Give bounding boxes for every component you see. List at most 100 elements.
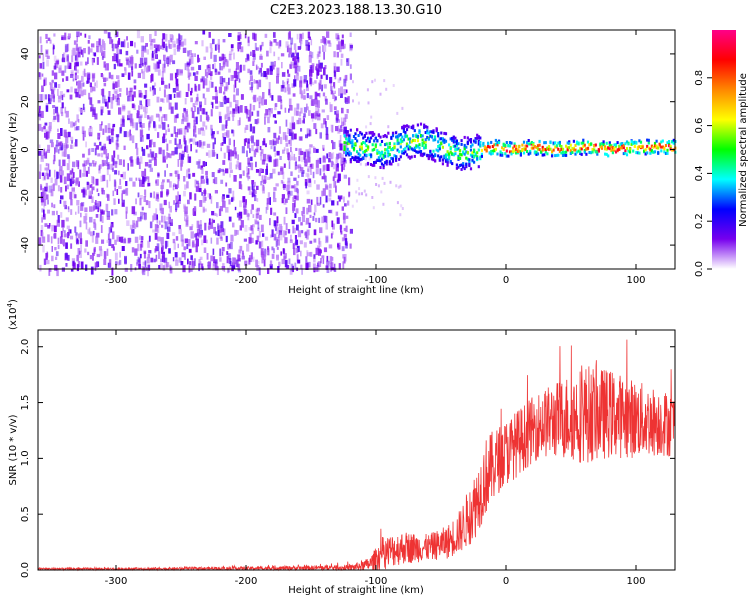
- heatmap-signal-cell: [446, 158, 449, 162]
- heatmap-noise-cell: [148, 164, 152, 168]
- heatmap-signal-cell: [569, 149, 572, 153]
- heatmap-noise-cell: [60, 107, 63, 114]
- heatmap-noise-cell: [259, 53, 263, 59]
- heatmap-noise-cell: [287, 44, 290, 53]
- heatmap-signal-cell: [557, 147, 560, 151]
- heatmap-noise-cell: [326, 260, 329, 266]
- heatmap-noise-cell: [294, 262, 297, 269]
- heatmap-noise-cell: [183, 135, 186, 142]
- heatmap-signal-cell: [423, 125, 426, 129]
- heatmap-noise-cell: [289, 239, 293, 243]
- heatmap-signal-cell: [649, 147, 652, 151]
- heatmap-noise-cell: [107, 153, 109, 160]
- heatmap-noise-cell: [234, 229, 237, 236]
- heatmap-noise-cell: [160, 116, 163, 125]
- heatmap-noise-cell: [47, 199, 49, 205]
- heatmap-noise-cell: [294, 199, 296, 208]
- heatmap-signal-cell: [577, 142, 580, 146]
- heatmap-noise-cell: [340, 58, 343, 66]
- heatmap-noise-cell: [202, 206, 205, 213]
- heatmap-noise-cell: [275, 236, 279, 242]
- heatmap-noise-cell: [286, 81, 289, 85]
- heatmap-noise-cell: [181, 154, 184, 160]
- heatmap-noise-cell: [101, 55, 104, 60]
- heatmap-noise-cell: [41, 201, 44, 206]
- heatmap-noise-cell: [168, 213, 171, 220]
- heatmap-noise-cell: [280, 251, 283, 256]
- heatmap-noise-cell: [184, 252, 186, 260]
- heatmap-noise-cell: [280, 104, 283, 110]
- heatmap-signal-cell: [440, 155, 443, 159]
- heatmap-signal-cell: [370, 155, 373, 159]
- heatmap-noise-cell: [229, 261, 232, 267]
- heatmap-signal-cell: [415, 150, 418, 154]
- heatmap-noise-cell: [104, 98, 108, 104]
- heatmap-noise-cell: [248, 257, 251, 265]
- heatmap-noise-cell: [284, 87, 287, 93]
- heatmap-noise-cell: [76, 50, 79, 55]
- heatmap-signal-cell: [435, 128, 438, 132]
- heatmap-signal-cell: [444, 159, 448, 163]
- heatmap-signal-cell: [538, 148, 541, 152]
- heatmap-noise-cell: [82, 153, 85, 158]
- heatmap-noise-cell: [46, 252, 49, 258]
- heatmap-noise-cell: [349, 73, 352, 80]
- heatmap-noise-cell: [289, 63, 292, 68]
- heatmap-noise-cell: [186, 169, 189, 178]
- heatmap-noise-cell: [221, 247, 225, 252]
- heatmap-noise-cell: [72, 78, 75, 82]
- heatmap-noise-cell: [137, 217, 141, 222]
- heatmap-noise-cell: [261, 240, 264, 247]
- heatmap-signal-cell: [418, 143, 421, 147]
- heatmap-noise-cell: [345, 74, 348, 81]
- heatmap-noise-cell: [303, 242, 307, 248]
- heatmap-signal-cell: [605, 147, 608, 151]
- heatmap-noise-cell: [173, 126, 176, 134]
- heatmap-noise-cell: [157, 132, 160, 138]
- heatmap-noise-cell: [255, 64, 258, 71]
- heatmap-noise-cell: [250, 252, 253, 260]
- heatmap-noise-cell: [153, 88, 156, 95]
- heatmap-noise-cell: [77, 51, 81, 58]
- heatmap-noise-cell: [39, 36, 42, 44]
- heatmap-signal-cell: [448, 143, 451, 147]
- heatmap-noise-cell: [254, 119, 257, 124]
- heatmap-signal-cell: [480, 152, 483, 156]
- heatmap-noise-cell: [206, 115, 210, 122]
- heatmap-noise-cell: [308, 178, 312, 183]
- heatmap-signal-cell: [466, 151, 469, 154]
- heatmap-noise-cell: [303, 75, 308, 82]
- heatmap-noise-cell: [294, 186, 298, 193]
- heatmap-noise-cell: [57, 142, 62, 147]
- heatmap-signal-cell: [600, 146, 604, 150]
- heatmap-noise-cell: [101, 121, 103, 126]
- heatmap-noise-cell: [321, 109, 325, 113]
- heatmap-signal-cell: [465, 162, 468, 166]
- heatmap-noise-cell: [85, 61, 88, 66]
- heatmap-noise-cell: [178, 194, 181, 202]
- heatmap-noise-cell: [117, 143, 120, 148]
- heatmap-signal-cell: [526, 150, 529, 153]
- heatmap-signal-cell: [625, 140, 629, 144]
- heatmap-signal-cell: [493, 143, 496, 147]
- colorbar-tick-label: 0.2: [694, 213, 705, 229]
- heatmap-noise-cell: [283, 81, 286, 88]
- heatmap-noise-cell: [254, 42, 257, 51]
- heatmap-noise-cell: [52, 91, 54, 99]
- heatmap-signal-cell: [396, 148, 399, 152]
- heatmap-signal-cell: [638, 145, 641, 149]
- heatmap-noise-cell: [252, 189, 256, 197]
- heatmap-signal-cell: [462, 164, 465, 168]
- heatmap-noise-cell: [65, 76, 69, 81]
- heatmap-signal-cell: [345, 130, 348, 134]
- heatmap-noise-cell: [204, 196, 207, 201]
- heatmap-noise-cell: [244, 138, 247, 143]
- heatmap-noise-cell: [156, 61, 160, 69]
- heatmap-noise-cell: [192, 72, 196, 76]
- heatmap-noise-cell: [75, 177, 80, 185]
- heatmap-noise-cell: [162, 133, 166, 138]
- heatmap-signal-cell: [362, 141, 365, 144]
- heatmap-signal-cell: [655, 144, 658, 148]
- heatmap-signal-cell: [424, 140, 427, 144]
- heatmap-signal-cell: [593, 148, 596, 152]
